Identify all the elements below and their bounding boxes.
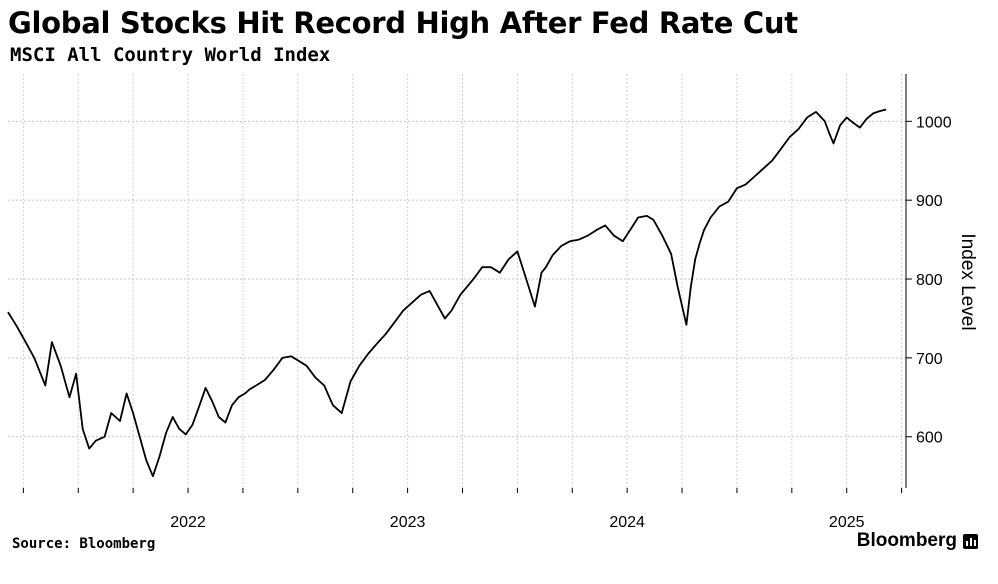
x-tick-label-2022: 2022 [170, 514, 206, 531]
bloomberg-logo: Bloomberg [857, 530, 978, 552]
y-tick-label-600: 600 [916, 430, 943, 447]
y-tick-label-900: 900 [916, 193, 943, 210]
y-tick-label-800: 800 [916, 272, 943, 289]
y-tick-label-700: 700 [916, 351, 943, 368]
brand-name: Bloomberg [856, 530, 957, 551]
x-tick-label-2023: 2023 [390, 514, 426, 531]
y-tick-label-1000: 1000 [916, 114, 952, 131]
x-tick-label-2025: 2025 [829, 514, 865, 531]
series-line-0 [7, 108, 887, 478]
y-axis-label: Index Level [957, 233, 978, 330]
source-note: Source: Bloomberg [12, 536, 156, 552]
bloomberg-terminal-icon [963, 533, 978, 549]
chart-subtitle: MSCI All Country World Index [10, 44, 331, 66]
x-tick-label-2024: 2024 [609, 514, 645, 531]
chart-title: Global Stocks Hit Record High After Fed … [8, 6, 798, 40]
